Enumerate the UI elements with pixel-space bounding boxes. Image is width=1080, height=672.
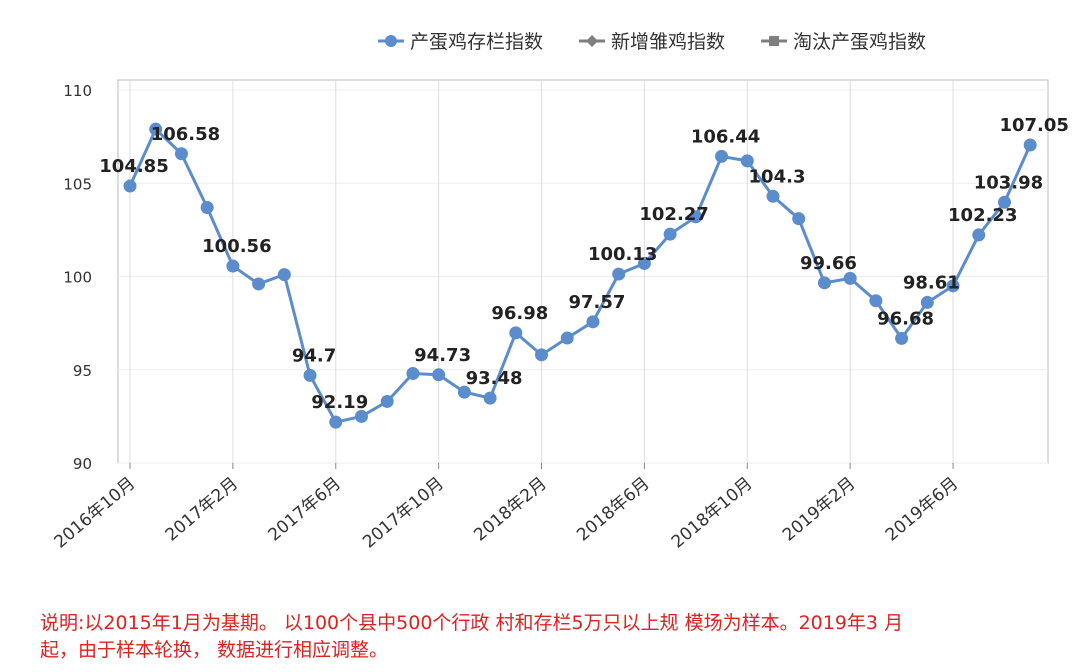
data-point bbox=[895, 331, 909, 345]
data-point bbox=[946, 279, 960, 293]
data-label: 93.48 bbox=[466, 368, 523, 389]
data-point bbox=[663, 227, 677, 241]
data-label: 107.05 bbox=[999, 115, 1068, 136]
x-tick-label: 2017年10月 bbox=[359, 474, 448, 553]
data-point bbox=[432, 368, 446, 382]
chart: 90 95 100 105 110 2016年10月 2017年2月 2017年6月 2017年… bbox=[51, 31, 1069, 553]
data-point bbox=[637, 256, 651, 270]
data-point bbox=[920, 295, 934, 309]
data-point bbox=[329, 415, 343, 429]
y-tick-label: 105 bbox=[63, 175, 92, 193]
data-point bbox=[380, 394, 394, 408]
data-point bbox=[200, 200, 214, 214]
data-point bbox=[509, 326, 523, 340]
legend-label: 淘汰产蛋鸡指数 bbox=[793, 31, 926, 53]
y-tick-label: 100 bbox=[63, 269, 92, 287]
data-point bbox=[869, 294, 883, 308]
data-point bbox=[457, 385, 471, 399]
legend-marker bbox=[385, 35, 397, 47]
data-point bbox=[689, 210, 703, 224]
data-label: 96.68 bbox=[877, 308, 934, 329]
data-point bbox=[1023, 138, 1037, 152]
data-label: 106.58 bbox=[151, 124, 220, 145]
data-point bbox=[252, 277, 266, 291]
data-label: 104.3 bbox=[749, 166, 806, 187]
data-label: 99.66 bbox=[800, 253, 857, 274]
data-point bbox=[612, 267, 626, 281]
data-point bbox=[174, 147, 188, 161]
data-label: 94.73 bbox=[414, 345, 471, 366]
data-label: 106.44 bbox=[691, 126, 760, 147]
data-label: 102.23 bbox=[948, 205, 1017, 226]
data-point bbox=[406, 366, 420, 380]
data-point bbox=[149, 122, 163, 136]
data-label: 103.98 bbox=[974, 172, 1043, 193]
data-point bbox=[766, 189, 780, 203]
legend-label: 新增雏鸡指数 bbox=[611, 31, 725, 53]
legend-marker bbox=[769, 36, 780, 46]
data-point bbox=[843, 271, 857, 285]
data-point bbox=[303, 368, 317, 382]
data-point bbox=[226, 259, 240, 273]
data-point bbox=[997, 195, 1011, 209]
x-tick-label: 2018年2月 bbox=[470, 474, 550, 546]
data-point bbox=[123, 179, 137, 193]
x-tick-label: 2019年6月 bbox=[882, 474, 962, 546]
data-point bbox=[740, 154, 754, 168]
data-label: 104.85 bbox=[99, 156, 168, 177]
y-tick-label: 95 bbox=[73, 362, 92, 380]
y-tick-label: 110 bbox=[63, 82, 92, 100]
data-point bbox=[715, 149, 729, 163]
x-tick-label: 2018年10月 bbox=[668, 474, 757, 553]
data-label: 98.61 bbox=[903, 272, 960, 293]
data-label: 102.27 bbox=[639, 204, 708, 225]
series-line bbox=[128, 126, 1032, 424]
data-point bbox=[535, 348, 549, 362]
x-tick-label: 2016年10月 bbox=[51, 474, 140, 553]
data-label: 100.13 bbox=[588, 244, 657, 265]
data-point bbox=[586, 315, 600, 329]
data-label: 92.19 bbox=[311, 392, 368, 413]
data-point bbox=[483, 391, 497, 405]
data-point bbox=[792, 212, 806, 226]
data-label: 100.56 bbox=[202, 236, 271, 257]
data-point bbox=[354, 409, 368, 423]
data-point bbox=[560, 331, 574, 345]
legend-marker bbox=[586, 35, 599, 47]
x-tick-label: 2017年2月 bbox=[162, 474, 242, 546]
footnote: 说明:以2015年1月为基期。 以100个县中500个行政 村和存栏5万只以上规… bbox=[40, 610, 1050, 664]
legend-label: 产蛋鸡存栏指数 bbox=[410, 31, 543, 53]
x-tick-label: 2018年6月 bbox=[573, 474, 653, 546]
data-point bbox=[817, 276, 831, 290]
data-point bbox=[277, 268, 291, 282]
x-tick-label: 2019年2月 bbox=[779, 474, 859, 546]
data-label: 97.57 bbox=[568, 292, 625, 313]
data-label: 96.98 bbox=[491, 303, 548, 324]
data-label: 94.7 bbox=[292, 345, 336, 366]
note-line: 起，由于样本轮换， 数据进行相应调整。 bbox=[40, 639, 389, 661]
x-tick-label: 2017年6月 bbox=[265, 474, 345, 546]
note-line: 说明:以2015年1月为基期。 以100个县中500个行政 村和存栏5万只以上规… bbox=[40, 612, 904, 634]
data-point bbox=[972, 228, 986, 242]
y-tick-label: 90 bbox=[73, 455, 92, 473]
